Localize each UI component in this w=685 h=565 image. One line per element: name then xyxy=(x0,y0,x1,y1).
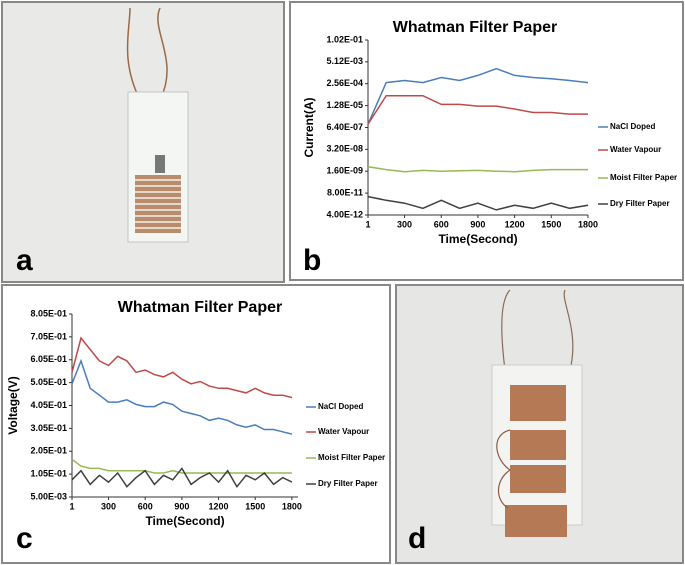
legend-label: Water Vapour xyxy=(610,145,661,154)
photo-d xyxy=(395,284,684,564)
y-tick-label: 3.05E-01 xyxy=(30,423,67,433)
series-line xyxy=(367,165,588,173)
x-tick-label: 900 xyxy=(470,219,485,229)
y-tick-label: 7.05E-01 xyxy=(30,331,67,341)
panel-c xyxy=(1,284,391,564)
panel-label: c xyxy=(16,522,33,555)
legend-label: Moist Filter Paper xyxy=(318,453,385,462)
panel-b xyxy=(289,1,684,281)
y-tick-label: 4.00E-12 xyxy=(326,209,363,219)
panel-label: b xyxy=(303,244,321,277)
x-tick-label: 1500 xyxy=(541,219,561,229)
y-tick-label: 1.60E-09 xyxy=(326,166,363,176)
y-tick-label: 5.12E-03 xyxy=(326,56,363,66)
x-tick-label: 1800 xyxy=(282,501,302,511)
x-tick-label: 1500 xyxy=(245,501,265,511)
series-line xyxy=(71,336,293,399)
legend-label: NaCl Doped xyxy=(610,122,655,131)
x-tick-label: 600 xyxy=(434,219,449,229)
y-tick-label: 3.20E-08 xyxy=(326,144,363,154)
legend-label: Water Vapour xyxy=(318,427,369,436)
series-line xyxy=(71,458,292,474)
y-tick-label: 2.05E-01 xyxy=(30,446,67,456)
panel-label: a xyxy=(16,244,33,277)
y-tick-label: 1.28E-05 xyxy=(326,100,363,110)
y-axis-label: Current(A) xyxy=(302,98,316,158)
x-tick-label: 1 xyxy=(365,219,370,229)
x-axis-label: Time(Second) xyxy=(145,514,224,528)
legend-label: Dry Filter Paper xyxy=(610,199,670,208)
y-tick-label: 6.05E-01 xyxy=(30,354,67,364)
x-tick-label: 300 xyxy=(101,501,116,511)
y-tick-label: 2.56E-04 xyxy=(326,78,363,88)
series-line xyxy=(367,195,589,211)
x-tick-label: 600 xyxy=(138,501,153,511)
legend-label: NaCl Doped xyxy=(318,402,363,411)
y-tick-label: 5.05E-01 xyxy=(30,377,67,387)
series-line xyxy=(71,358,293,435)
y-tick-label: 8.00E-11 xyxy=(327,187,363,197)
y-tick-label: 4.05E-01 xyxy=(30,400,67,410)
x-axis-label: Time(Second) xyxy=(438,232,517,246)
x-tick-label: 1800 xyxy=(578,219,598,229)
y-tick-label: 1.02E-01 xyxy=(326,34,363,44)
x-tick-label: 1200 xyxy=(505,219,525,229)
x-tick-label: 1200 xyxy=(209,501,229,511)
y-tick-label: 1.05E-01 xyxy=(30,469,67,479)
x-tick-label: 900 xyxy=(174,501,189,511)
x-tick-label: 1 xyxy=(69,501,74,511)
y-tick-label: 6.40E-07 xyxy=(326,122,363,132)
series-line xyxy=(367,94,588,125)
legend-label: Dry Filter Paper xyxy=(318,479,378,488)
y-tick-label: 5.00E-03 xyxy=(30,491,67,501)
series-line xyxy=(71,467,293,489)
series-line xyxy=(367,67,589,125)
chart-title: Whatman Filter Paper xyxy=(118,299,282,316)
chart-title: Whatman Filter Paper xyxy=(393,19,557,36)
legend-label: Moist Filter Paper xyxy=(610,173,677,182)
y-axis-label: Voltage(V) xyxy=(6,376,20,434)
y-tick-label: 8.05E-01 xyxy=(30,308,67,318)
panel-label: d xyxy=(408,522,426,555)
photo-a xyxy=(1,1,285,283)
x-tick-label: 300 xyxy=(397,219,412,229)
